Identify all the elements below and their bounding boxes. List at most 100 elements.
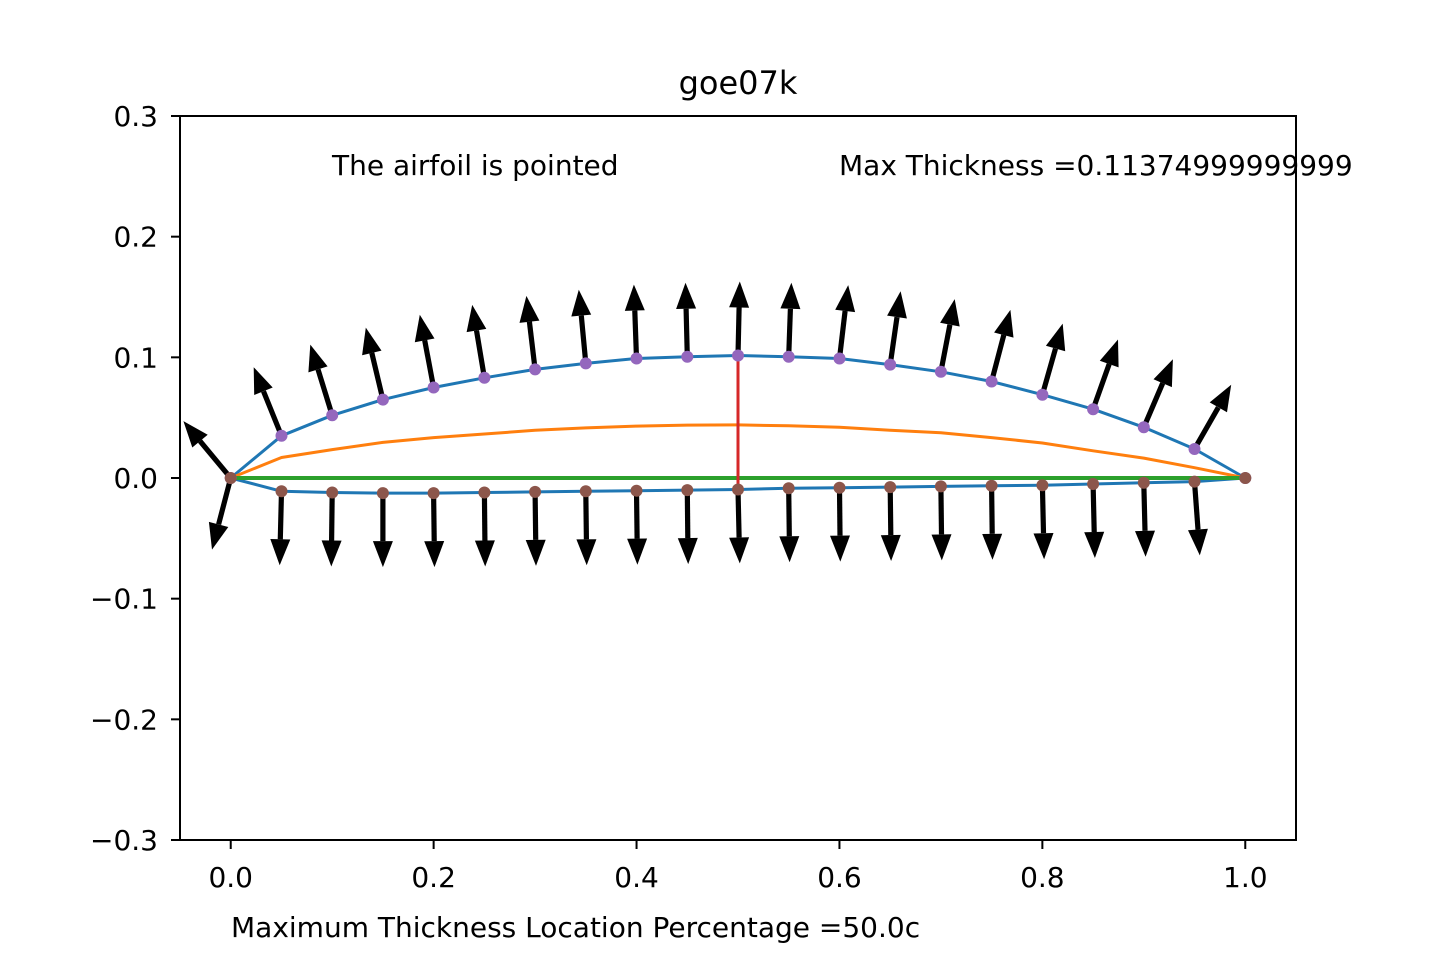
- arrow-shaft: [1039, 485, 1047, 534]
- arrow-head: [940, 299, 960, 327]
- arrow-shaft: [329, 492, 335, 541]
- arrow-head: [372, 541, 393, 568]
- arrow-shaft: [532, 491, 539, 540]
- arrow-shaft: [938, 486, 945, 535]
- lower-normal-arrow: [779, 488, 800, 563]
- arrow-shaft: [526, 321, 538, 370]
- arrow-head: [994, 309, 1014, 338]
- max-thickness-annotation: Max Thickness =0.11374999999999: [839, 149, 1353, 182]
- upper-surface-point: [934, 365, 947, 378]
- arrow-head: [835, 285, 856, 313]
- arrow-head: [1188, 528, 1208, 556]
- lower-normal-arrow: [729, 489, 750, 564]
- arrow-shaft: [786, 308, 793, 357]
- lower-surface-point: [427, 487, 440, 500]
- arrow-shaft: [735, 307, 742, 356]
- arrow-head: [270, 539, 291, 566]
- lower-normal-arrow: [1084, 483, 1105, 558]
- y-tick-label: 0.3: [113, 100, 158, 133]
- arrow-shaft: [633, 490, 640, 539]
- upper-surface-point: [1137, 421, 1150, 434]
- upper-normal-arrow: [835, 285, 856, 359]
- arrow-head: [1135, 530, 1155, 557]
- lower-surface-point: [884, 481, 897, 494]
- pointed-annotation: The airfoil is pointed: [331, 149, 619, 182]
- arrow-shaft: [1141, 382, 1166, 429]
- lower-normal-arrow: [424, 493, 445, 568]
- lower-surface-point: [529, 485, 542, 498]
- arrow-shaft: [422, 339, 437, 388]
- upper-surface-point: [427, 381, 440, 394]
- arrow-head: [424, 541, 445, 568]
- lower-surface-point: [1036, 479, 1049, 492]
- upper-normal-arrow: [466, 304, 487, 379]
- upper-surface-point: [782, 350, 795, 363]
- arrow-shaft: [1090, 363, 1112, 411]
- arrow-shaft: [369, 352, 386, 401]
- upper-surface-point: [529, 363, 542, 376]
- upper-surface-point: [376, 393, 389, 406]
- lower-normal-arrow: [525, 491, 546, 566]
- lower-surface-point: [934, 480, 947, 493]
- y-tick-label: 0.0: [113, 462, 158, 495]
- lower-surface-point: [985, 479, 998, 492]
- lower-normal-arrow: [982, 485, 1003, 560]
- arrow-head: [183, 421, 208, 448]
- y-tick-label: 0.2: [113, 221, 158, 254]
- arrow-shaft: [198, 439, 233, 480]
- y-tick-label: 0.1: [113, 341, 158, 374]
- lower-normal-arrow: [880, 487, 901, 561]
- arrow-shaft: [1191, 481, 1201, 530]
- arrow-head: [253, 367, 273, 395]
- lower-surface-point: [579, 485, 592, 498]
- arrow-head: [887, 291, 907, 319]
- upper-normal-arrow: [519, 295, 540, 370]
- upper-normal-arrow: [887, 291, 907, 365]
- x-tick-label: 0.6: [817, 861, 862, 894]
- arrow-shaft: [684, 490, 691, 539]
- arrow-head: [677, 537, 698, 565]
- x-tick-label: 1.0: [1223, 861, 1268, 894]
- upper-normal-arrow: [989, 309, 1014, 383]
- upper-normal-arrow: [1039, 323, 1066, 396]
- x-tick-label: 0.2: [411, 861, 456, 894]
- arrow-head: [1045, 323, 1066, 352]
- series-lines: [228, 354, 1248, 495]
- upper-surface-point: [681, 350, 694, 363]
- upper-normal-arrow: [308, 344, 335, 417]
- upper-surface-point: [579, 357, 592, 370]
- arrow-head: [624, 284, 645, 311]
- arrow-shaft: [261, 390, 284, 437]
- arrow-shaft: [938, 324, 953, 373]
- arrow-head: [576, 539, 597, 566]
- lower-surface-point: [833, 481, 846, 494]
- y-tick-label: −0.2: [90, 703, 158, 736]
- arrow-shaft: [989, 485, 995, 534]
- arrow-head: [729, 537, 750, 564]
- arrow-shaft: [578, 315, 589, 364]
- arrow-head: [627, 538, 648, 565]
- arrow-shaft: [481, 492, 488, 541]
- upper-normal-arrow: [362, 327, 386, 401]
- arrow-shaft: [583, 491, 589, 540]
- arrow-shaft: [989, 334, 1007, 383]
- upper-surface-point: [478, 371, 491, 384]
- arrow-head: [466, 304, 487, 333]
- lower-normal-arrow: [627, 490, 648, 565]
- arrow-shaft: [1090, 483, 1097, 533]
- lower-surface-point: [1239, 472, 1252, 484]
- upper-normal-arrow: [1192, 384, 1232, 451]
- y-tick-label: −0.1: [90, 583, 158, 616]
- upper-surface-point: [1087, 403, 1100, 416]
- arrow-head: [779, 536, 800, 563]
- arrow-head: [880, 534, 901, 561]
- lower-normal-arrow: [372, 493, 393, 568]
- arrow-shaft: [632, 310, 640, 359]
- y-tick-label: −0.3: [90, 824, 158, 857]
- arrow-head: [1084, 531, 1105, 558]
- lower-normal-arrow: [474, 492, 495, 567]
- arrow-head: [321, 540, 342, 567]
- arrow-head: [362, 327, 382, 356]
- arrow-head: [1153, 359, 1173, 388]
